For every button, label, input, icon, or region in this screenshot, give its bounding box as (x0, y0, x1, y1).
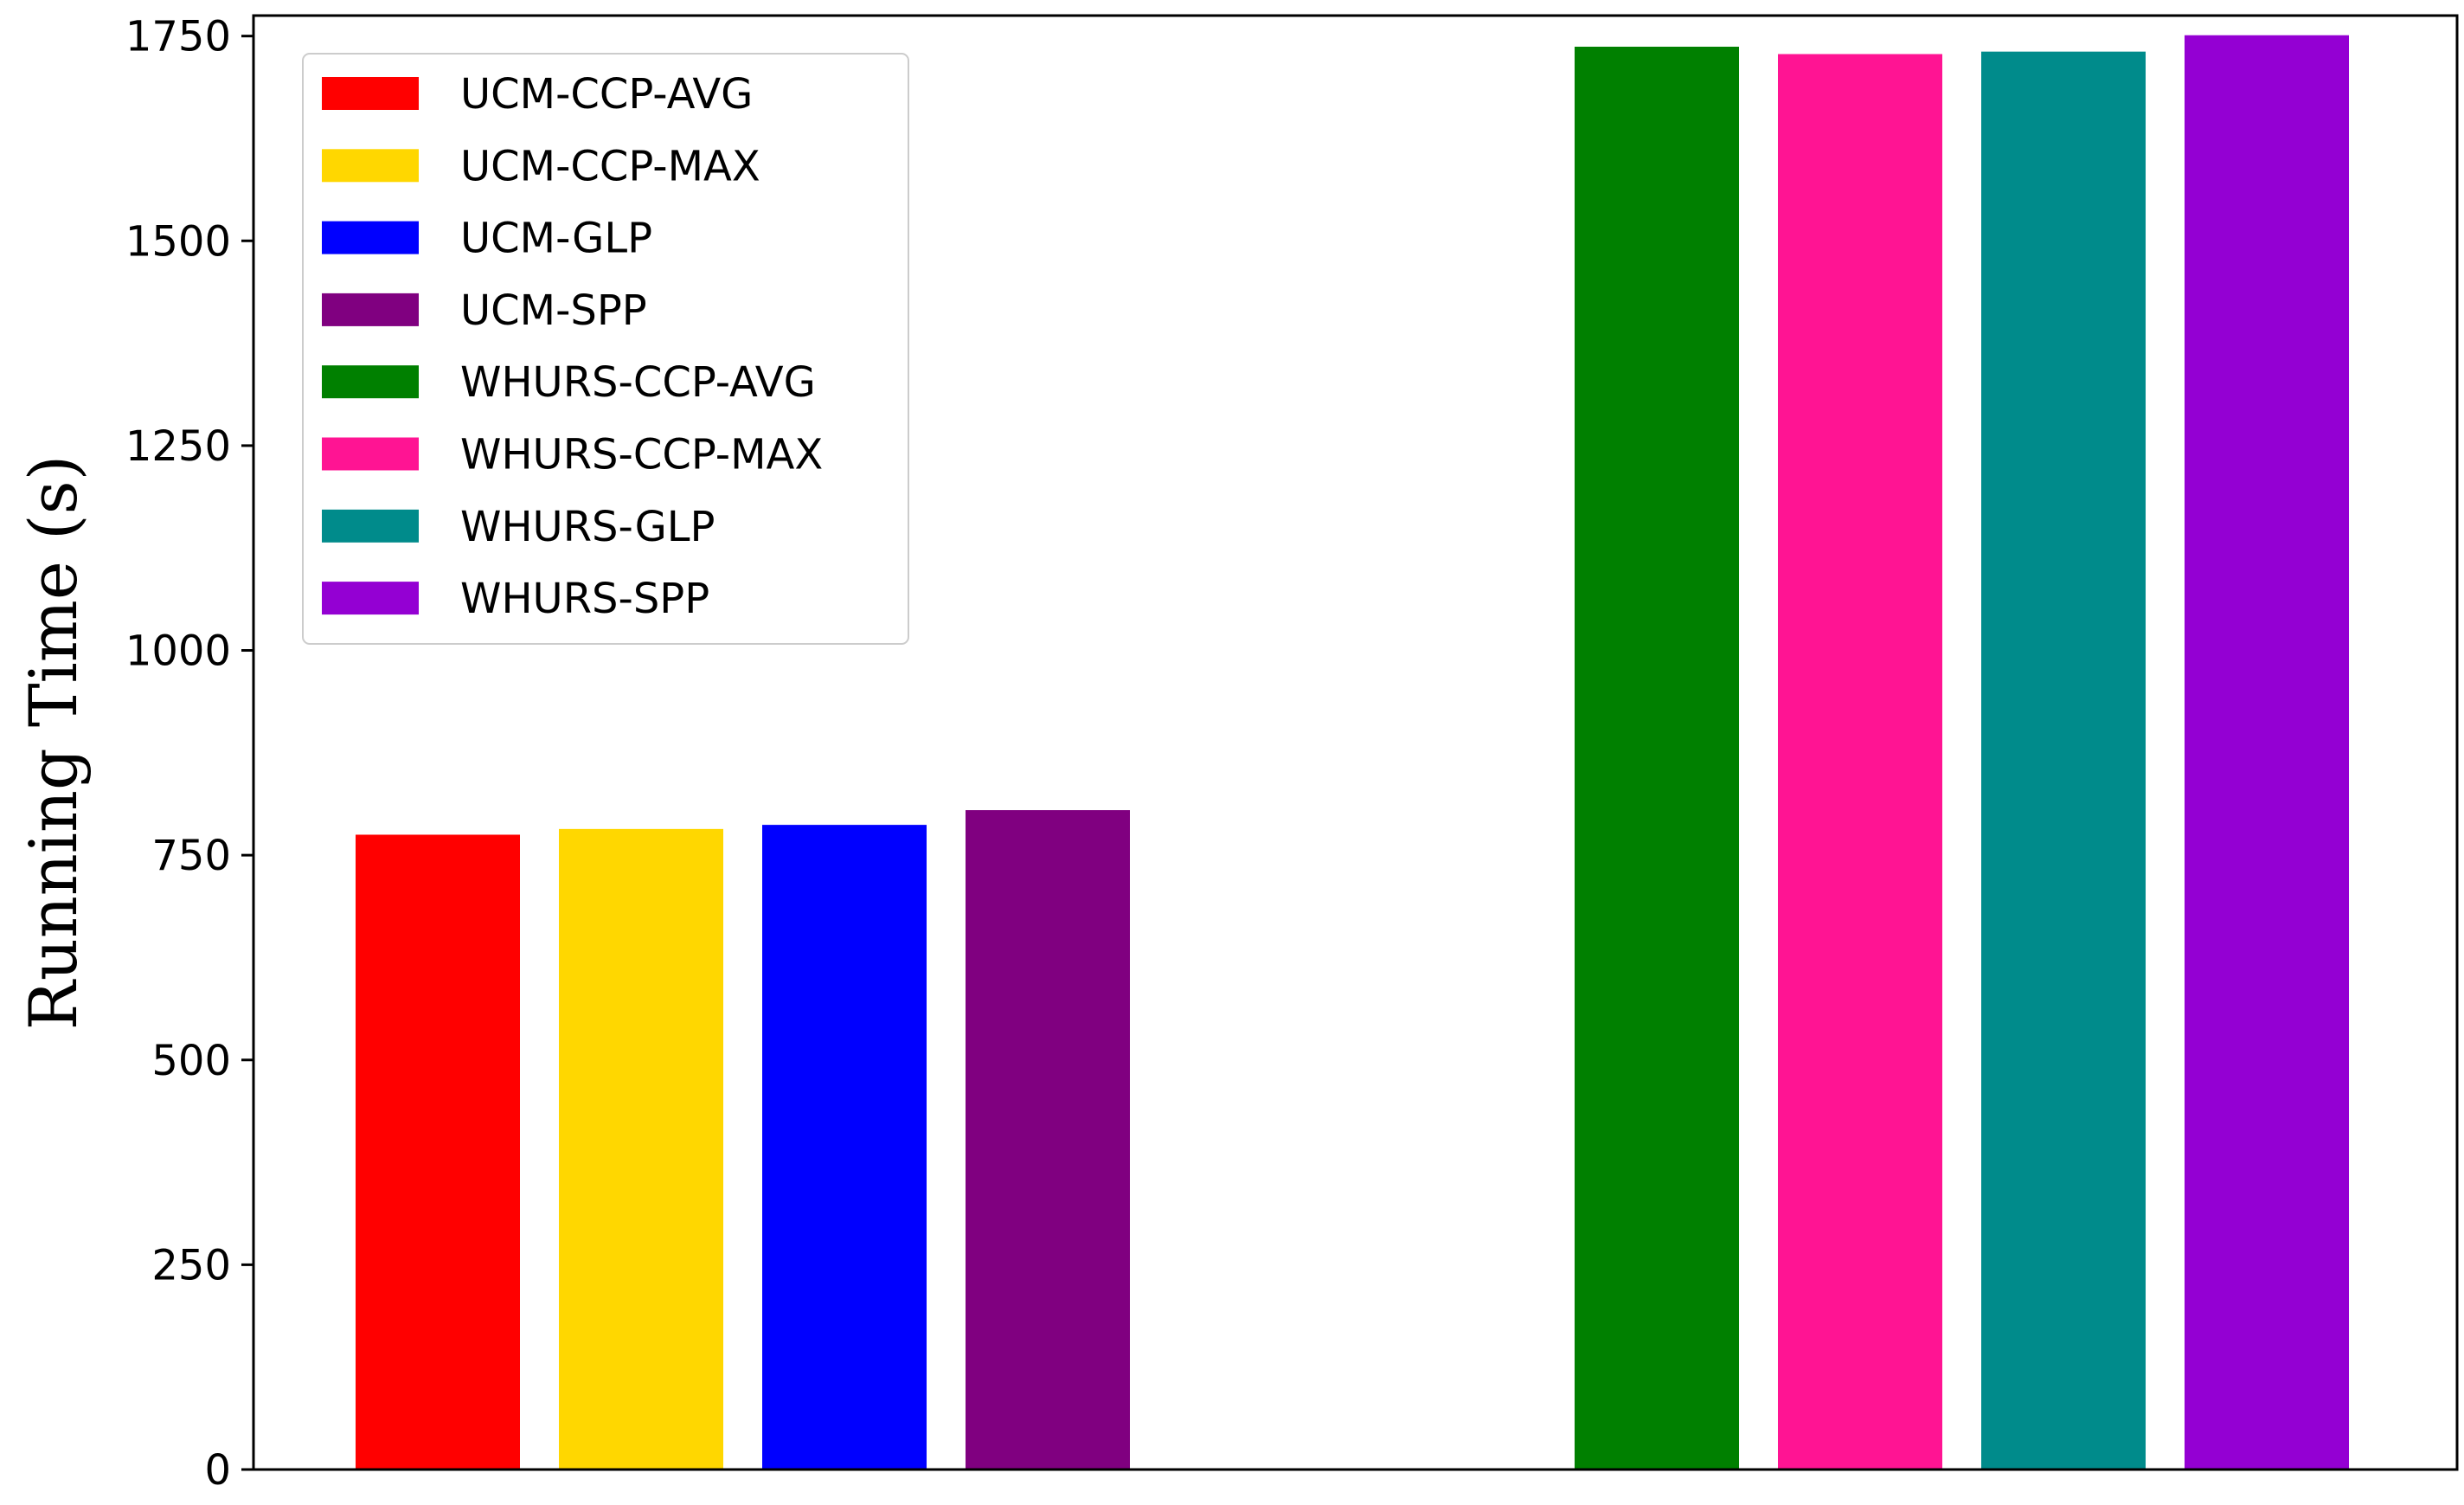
legend-label: UCM-CCP-MAX (460, 142, 760, 190)
legend-swatch (322, 437, 419, 471)
bar-ucm-glp (762, 825, 927, 1470)
y-tick-label: 250 (151, 1241, 231, 1290)
legend-swatch (322, 293, 419, 326)
y-tick-label: 0 (204, 1446, 231, 1495)
legend-label: WHURS-GLP (460, 503, 715, 551)
legend-label: UCM-CCP-AVG (460, 70, 753, 119)
legend-swatch (322, 509, 419, 543)
plot-frame (252, 14, 2459, 1471)
y-tick-label: 500 (151, 1037, 231, 1085)
legend-box (302, 53, 909, 645)
bar-ucm-spp (966, 810, 1130, 1470)
bars-group (356, 35, 2349, 1470)
legend-swatch (322, 365, 419, 399)
legend-label: WHURS-CCP-AVG (460, 358, 816, 407)
y-tick-label: 1750 (125, 13, 231, 61)
y-axis: 0 250 500 750 1000 1250 1500 1750 (125, 13, 253, 1495)
legend: UCM-CCP-AVG UCM-CCP-MAX UCM-GLP UCM-SPP WHUR… (302, 53, 909, 645)
legend-swatch (322, 77, 419, 110)
y-tick-label: 750 (151, 832, 231, 880)
bar-whurs-ccp-max (1778, 54, 1942, 1470)
legend-label: UCM-SPP (460, 286, 647, 335)
bar-whurs-glp (1981, 51, 2146, 1470)
y-tick-label: 1000 (125, 627, 231, 676)
legend-label: WHURS-CCP-MAX (460, 431, 823, 479)
y-tick-label: 1250 (125, 422, 231, 471)
bar-ucm-ccp-max (559, 828, 723, 1470)
legend-label: WHURS-SPP (460, 575, 709, 623)
legend-swatch (322, 149, 419, 183)
legend-swatch (322, 582, 419, 615)
y-axis-label: Running Time (s) (15, 455, 92, 1031)
bar-ucm-ccp-avg (356, 834, 520, 1470)
y-tick-label: 1500 (125, 217, 231, 266)
legend-label: UCM-GLP (460, 215, 652, 263)
bar-whurs-ccp-avg (1575, 46, 1739, 1470)
bar-whurs-spp (2185, 35, 2349, 1470)
legend-swatch (322, 221, 419, 254)
